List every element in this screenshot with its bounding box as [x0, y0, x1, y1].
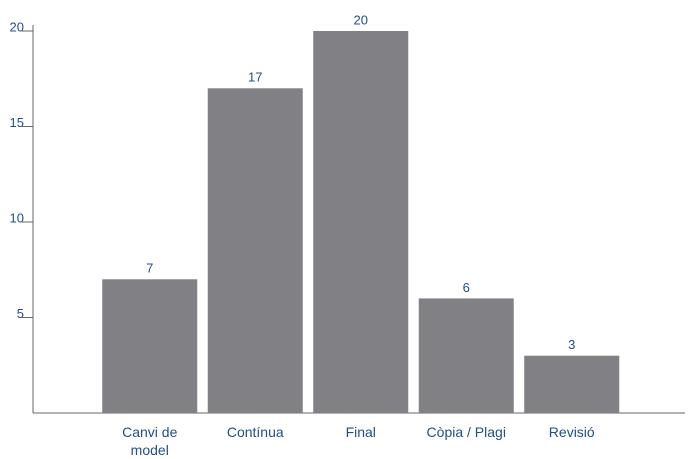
x-tick-label: Còpia / Plagi: [426, 424, 506, 440]
x-tick-label: Canvi de model: [122, 424, 178, 458]
x-tick-label: Revisió: [548, 424, 595, 440]
x-tick-label: Contínua: [226, 424, 284, 440]
data-label: 7: [146, 261, 153, 276]
bar: [313, 31, 409, 413]
y-tick-label: 10: [10, 210, 24, 225]
data-label: 6: [463, 280, 470, 295]
bar: [102, 279, 198, 413]
y-tick-label: 15: [10, 115, 24, 130]
data-label: 3: [568, 337, 575, 352]
data-label: 17: [248, 70, 262, 85]
bar: [418, 298, 514, 413]
x-tick-label: Final: [345, 424, 376, 440]
y-tick-label: 20: [10, 19, 24, 34]
bar: [524, 355, 620, 413]
data-label: 20: [354, 12, 368, 27]
y-tick-label: 5: [17, 306, 24, 321]
bar: [207, 88, 303, 414]
